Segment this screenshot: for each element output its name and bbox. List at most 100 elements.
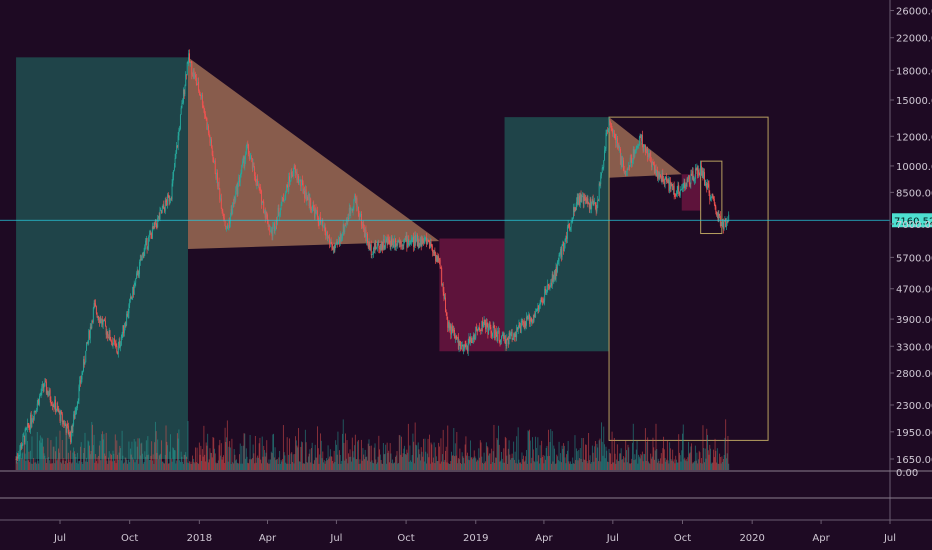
candle-body [332, 248, 334, 250]
volume-bar [527, 430, 529, 470]
candle-body [146, 238, 148, 249]
volume-bar [306, 462, 308, 470]
price-tick-label: 12000.00 [896, 132, 932, 143]
candle-body [392, 238, 393, 245]
candle-body [579, 195, 580, 206]
volume-bar [523, 455, 524, 470]
volume-bar [385, 444, 387, 470]
volume-bar [459, 448, 461, 470]
volume-bar [424, 438, 426, 470]
candle-body [385, 238, 387, 240]
volume-bar [462, 456, 464, 470]
volume-bar [543, 463, 545, 470]
volume-bar [596, 443, 598, 470]
volume-bar [495, 457, 497, 470]
candle-body [151, 234, 153, 239]
volume-bar [95, 454, 97, 470]
volume-bar [491, 448, 493, 470]
candle-body [38, 399, 40, 405]
candle-body [195, 74, 197, 78]
volume-bar [342, 433, 343, 470]
candle-body [354, 195, 356, 201]
volume-bar [51, 463, 53, 470]
candle-body [189, 61, 191, 63]
candle-body [531, 321, 533, 323]
candle-body [194, 74, 196, 78]
volume-bar [647, 437, 649, 470]
candle-body [292, 172, 294, 177]
volume-bar [567, 440, 569, 470]
candle-body [369, 242, 371, 251]
candle-body [598, 183, 600, 201]
candle-body [583, 196, 585, 204]
candle-body [581, 196, 583, 202]
volume-bar [241, 445, 243, 470]
candle-body [485, 323, 487, 330]
volume-bar [167, 445, 168, 470]
volume-bar [239, 454, 240, 470]
volume-bar [385, 463, 387, 470]
volume-bar [532, 437, 534, 470]
candle-body [125, 324, 127, 326]
volume-bar [89, 454, 91, 470]
candle-body [726, 221, 728, 223]
candle-body [546, 289, 548, 292]
volume-bar [172, 447, 174, 470]
candle-body [133, 285, 135, 295]
candle-body [229, 220, 231, 224]
volume-bar [55, 436, 57, 470]
candle-body [180, 107, 182, 115]
time-tick-label: 2019 [463, 533, 488, 544]
candle-body [554, 270, 556, 280]
volume-bar [419, 454, 421, 470]
volume-bar [588, 460, 590, 470]
candle-body [371, 253, 373, 255]
volume-bar [555, 463, 557, 470]
time-axis[interactable]: Jul Oct 2018 Apr Jul Oct 2019 Apr Jul Oct 2020 Apr J… [53, 520, 896, 544]
candle-body [296, 171, 298, 181]
volume-bar [476, 461, 477, 470]
time-tick-label: Jul [606, 533, 619, 544]
candle-body [407, 238, 409, 245]
volume-bar [451, 451, 452, 470]
candle-body [168, 195, 170, 202]
price-axis[interactable]: 26000.0022000.0018000.0015000.0012000.00… [890, 7, 932, 479]
volume-bar [196, 447, 198, 470]
volume-bar [466, 452, 468, 470]
volume-bar [491, 462, 493, 470]
volume-bar [141, 442, 143, 470]
candle-body [435, 255, 437, 262]
candle-body [500, 339, 502, 342]
volume-bar [383, 454, 385, 470]
volume-bar [361, 460, 363, 470]
candle-body [98, 316, 100, 321]
candle-body [671, 183, 673, 186]
volume-bar [413, 463, 415, 470]
volume-bar [384, 453, 386, 470]
candle-body [626, 171, 627, 173]
volume-bar [656, 449, 658, 470]
candle-body [385, 239, 387, 246]
candle-body [649, 152, 651, 157]
volume-bar [303, 462, 305, 470]
candle-body [388, 238, 390, 241]
candle-body [311, 208, 313, 211]
candle-body [476, 329, 478, 332]
volume-bar [401, 436, 402, 470]
volume-bar [393, 462, 395, 470]
candle-body [116, 346, 118, 352]
volume-bar [301, 442, 303, 470]
volume-bar [182, 463, 184, 470]
candle-body [466, 346, 468, 352]
candle-body [429, 241, 431, 249]
volume-bar [120, 460, 122, 470]
candle-body [86, 342, 88, 344]
candle-body [523, 322, 525, 328]
volume-bar [28, 451, 30, 470]
volume-bar [73, 451, 75, 470]
volume-bar [564, 457, 566, 470]
volume-bar [165, 425, 167, 470]
candle-body [30, 414, 31, 430]
volume-bar [350, 456, 352, 470]
